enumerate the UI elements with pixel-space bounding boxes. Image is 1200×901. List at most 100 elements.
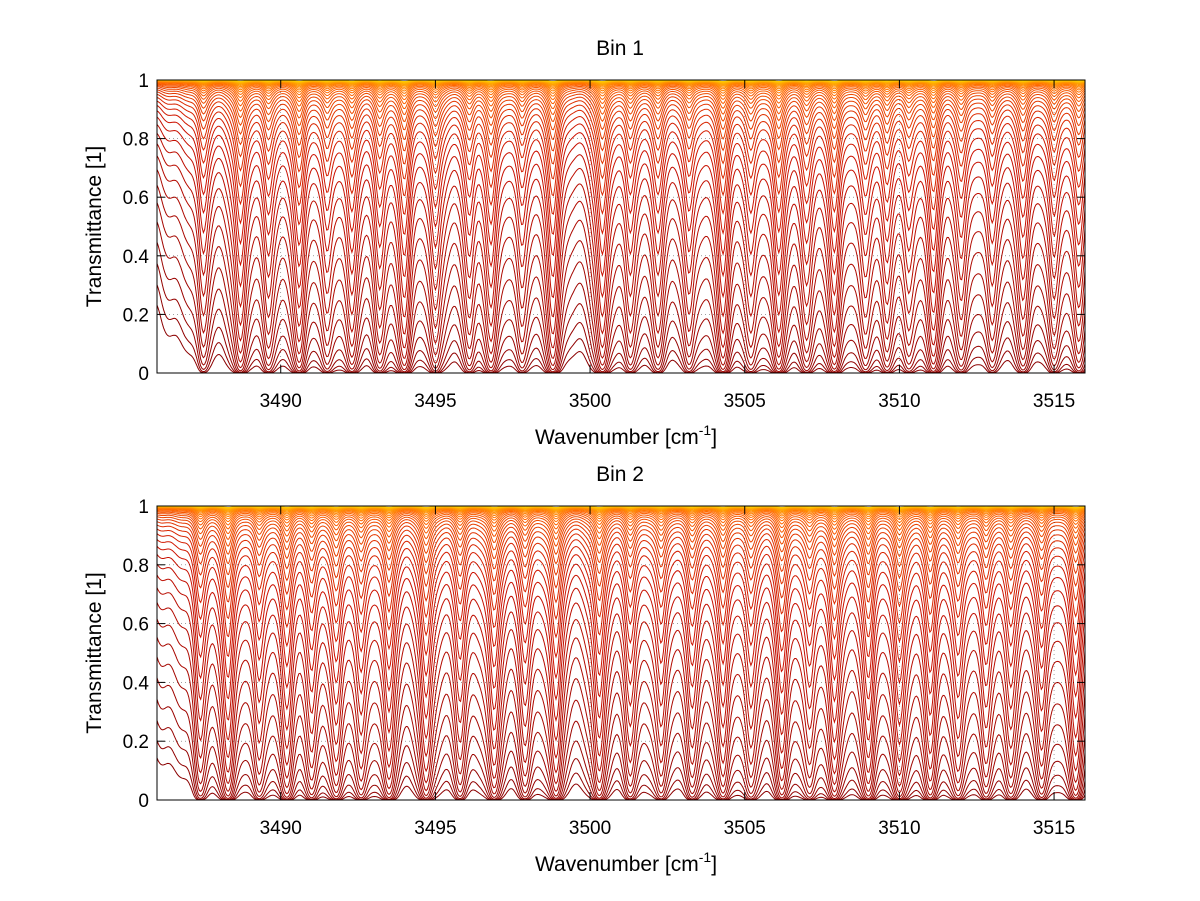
spectrum-curve [157,656,1085,798]
x-axis-label-end: ] [711,426,717,449]
spectrum-curve [157,124,1085,299]
spectrum-curve [157,514,1085,558]
x-axis-label-end: ] [711,853,717,876]
axes-frame [156,79,1086,374]
spectrum-curve [157,507,1085,518]
spectrum-curve [157,528,1085,625]
chart-panel-bin-2: Bin 2 3490 3495 3500 3505 3510 3515 0 0.2 0.4 0.6… [83,463,1086,876]
spectrum-curve [157,545,1085,685]
x-tick-label: 3495 [414,391,456,412]
x-tick-label: 3495 [414,818,456,839]
spectrum-curve [157,83,1085,110]
spectrum-curve [157,263,1085,373]
spectrum-curve [157,757,1085,800]
grid-lines [157,506,1085,800]
spectrum-curve [157,512,1085,549]
spectrum-curve [157,221,1085,373]
spectrum-curve [157,507,1085,521]
spectrum-curve [157,93,1085,180]
spectrum-curve [157,574,1085,747]
spectrum-curve [157,602,1085,777]
x-axis-label: Wavenumber [cm-1] [535,849,717,876]
y-tick-label: 0 [138,791,149,812]
spectrum-curve [157,516,1085,568]
x-tick-label: 3500 [569,391,611,412]
spectrum-curve [157,81,1085,97]
y-tick-label: 0.4 [123,247,150,268]
x-axis-label: Wavenumber [cm-1] [535,422,717,449]
spectrum-curve [157,510,1085,536]
spectrum-curve [157,524,1085,608]
spectrum-curve [157,518,1085,579]
spectrum-curve [157,169,1085,359]
spectrum-curve [157,202,1085,371]
spectrum-curve [157,618,1085,787]
y-tick-label: 1 [138,497,149,518]
x-tick-label: 3500 [569,818,611,839]
spectrum-curve [157,636,1085,794]
spectrum-curve [157,587,1085,763]
x-axis-label-sup: -1 [699,422,712,438]
spectrum-curve [157,241,1085,373]
x-tick-label: 3505 [724,391,766,412]
spectrum-curve [157,104,1085,236]
y-tick-label: 0.8 [123,556,149,577]
spectrum-curve [157,304,1085,373]
spectrum-curve [157,554,1085,707]
spectrum-curve [157,86,1085,131]
spectrum-curve [157,507,1085,516]
spectrum-curve [157,509,1085,531]
axis-ticks: 3490 3495 3500 3505 3510 3515 0 0.2 0.4 0.6 0.8 1 [123,497,1085,839]
chart-title: Bin 2 [596,463,644,486]
x-axis-label-main: Wavenumber [cm [535,426,699,449]
y-tick-label: 0 [138,364,149,385]
x-tick-label: 3510 [878,818,920,839]
spectrum-curve [157,116,1085,278]
spectrum-curve [157,82,1085,105]
x-axis-label-sup: -1 [699,849,712,865]
spectrum-curve [157,539,1085,664]
y-axis-label: Transmittance [1] [83,572,106,733]
y-tick-label: 0.2 [123,305,149,326]
spectrum-curve [157,91,1085,165]
y-tick-label: 0.8 [123,130,149,151]
spectrum-curve [157,133,1085,318]
x-tick-label: 3490 [260,818,302,839]
grid-lines [157,80,1085,373]
spectrum-curve [157,698,1085,800]
y-tick-label: 0.4 [123,673,150,694]
x-tick-label: 3490 [260,391,302,412]
axes-frame [156,505,1086,801]
spectrum-curve [157,508,1085,523]
y-tick-label: 1 [138,71,149,92]
x-axis-label-main: Wavenumber [cm [535,853,699,876]
spectrum-curve [157,84,1085,123]
y-tick-label: 0.6 [123,188,149,209]
spectrum-curve [157,100,1085,216]
x-tick-label: 3515 [1033,818,1075,839]
spectrum-curve [157,677,1085,800]
transmittance-curves [157,506,1085,800]
spectrum-curve [157,533,1085,644]
spectrum-curve [157,511,1085,542]
spectrum-curve [157,143,1085,335]
x-tick-label: 3505 [724,818,766,839]
axis-ticks: 3490 3495 3500 3505 3510 3515 0 0.2 0.4 0.6 0.8 1 [123,71,1085,412]
x-tick-label: 3510 [878,391,920,412]
spectrum-curve [157,81,1085,101]
chart-panel-bin-1: Bin 1 3490 3495 3500 3505 3510 3515 0 0.2 0.4 0.6… [83,37,1086,449]
spectrum-curve [157,155,1085,349]
spectrum-curve [157,110,1085,257]
spectrum-curve [157,89,1085,152]
spectrum-curve [157,87,1085,141]
y-axis-label: Transmittance [1] [83,146,106,307]
spectrum-curve [157,508,1085,527]
y-tick-label: 0.6 [123,615,149,636]
spectrum-curve [157,184,1085,366]
chart-title: Bin 1 [596,37,644,60]
spectrum-curve [157,81,1085,94]
spectrum-curve [157,83,1085,116]
spectrum-curve [157,563,1085,727]
spectrum-curve [157,80,1085,92]
